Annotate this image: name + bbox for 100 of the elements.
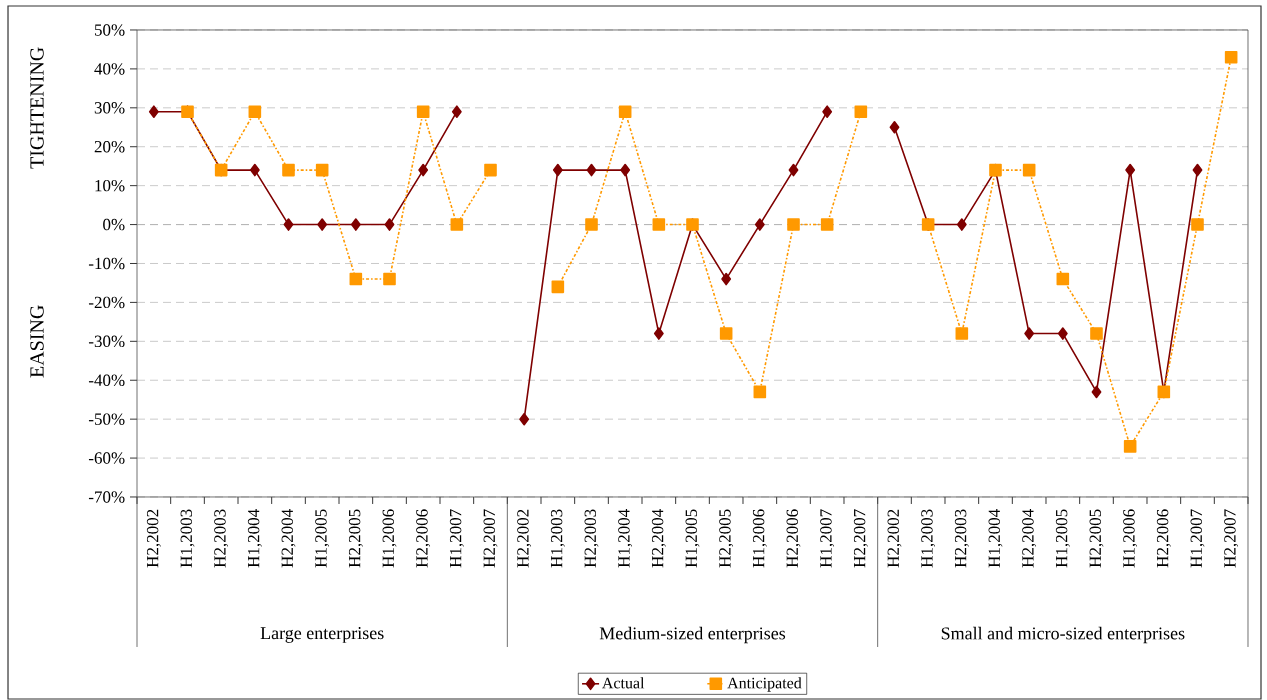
x-tick-label: H2,2002 bbox=[146, 509, 161, 568]
point bbox=[552, 163, 563, 177]
point bbox=[1125, 163, 1136, 177]
point bbox=[282, 163, 295, 177]
point bbox=[551, 280, 565, 294]
y-tick-label: 20% bbox=[94, 140, 125, 153]
y-tick-label: -70% bbox=[88, 491, 125, 503]
x-tick-label: H2,2006 bbox=[786, 509, 801, 568]
point bbox=[653, 327, 664, 340]
point bbox=[822, 105, 833, 119]
text: Medium-sized enterprises bbox=[599, 626, 786, 644]
point bbox=[484, 163, 497, 177]
point bbox=[1024, 327, 1035, 340]
text: Small and micro-sized enterprises bbox=[941, 626, 1185, 644]
x-tick-label: H2,2002 bbox=[887, 509, 902, 568]
x-tick-label: H2,2005 bbox=[1089, 509, 1104, 568]
point bbox=[283, 218, 294, 231]
x-tick-label: H1,2004 bbox=[988, 509, 1003, 568]
point bbox=[1224, 50, 1238, 64]
point bbox=[1090, 327, 1103, 340]
x-tick-label: H1,2007 bbox=[449, 509, 464, 568]
point bbox=[418, 163, 429, 177]
point bbox=[955, 327, 969, 340]
point bbox=[618, 105, 632, 119]
point bbox=[383, 272, 396, 286]
text: EASING bbox=[30, 305, 44, 378]
x-tick-label: H1,2007 bbox=[1190, 509, 1205, 568]
point bbox=[753, 385, 767, 399]
x-tick-label: H1,2006 bbox=[752, 509, 767, 568]
point bbox=[317, 218, 328, 231]
x-tick-label: H2,2002 bbox=[517, 509, 532, 568]
point bbox=[820, 218, 834, 231]
x-tick-label: H1,2003 bbox=[180, 509, 195, 568]
point bbox=[384, 218, 395, 231]
x-tick-label: H2,2003 bbox=[584, 509, 599, 568]
point bbox=[1091, 385, 1102, 399]
x-tick-label: H2,2004 bbox=[1022, 509, 1037, 568]
point bbox=[1123, 440, 1137, 453]
point bbox=[248, 105, 262, 119]
x-tick-label: H1,2005 bbox=[315, 509, 330, 568]
x-tick-label: H2,2007 bbox=[853, 509, 868, 568]
point bbox=[1191, 218, 1204, 231]
point bbox=[450, 218, 464, 231]
text: Large enterprises bbox=[260, 627, 384, 643]
point bbox=[519, 412, 530, 426]
x-tick-label: H2,2007 bbox=[483, 509, 498, 568]
y-tick-label: -40% bbox=[88, 374, 125, 386]
point bbox=[585, 218, 598, 231]
y-tick-label: -50% bbox=[88, 413, 125, 425]
legend-label: Actual bbox=[602, 677, 645, 689]
y-tick-label: -30% bbox=[88, 335, 125, 348]
y-tick-label: -60% bbox=[88, 452, 125, 464]
point bbox=[451, 105, 462, 119]
x-tick-label: H1,2005 bbox=[1055, 509, 1070, 568]
x-tick-label: H1,2004 bbox=[618, 509, 633, 568]
point bbox=[1056, 272, 1070, 286]
point bbox=[1057, 327, 1068, 340]
point bbox=[416, 105, 430, 119]
y-tick-label: 10% bbox=[95, 179, 125, 192]
y-tick-label: 50% bbox=[94, 24, 125, 36]
text: TIGHTENING bbox=[30, 47, 44, 169]
legend-label: Anticipated bbox=[727, 677, 802, 692]
x-tick-label: H1,2006 bbox=[382, 509, 397, 568]
point bbox=[315, 163, 329, 177]
point bbox=[350, 218, 361, 231]
y-tick-label: -20% bbox=[88, 296, 125, 309]
x-tick-label: H1,2003 bbox=[921, 509, 936, 568]
point bbox=[620, 163, 631, 177]
point bbox=[652, 218, 666, 231]
x-tick-label: H1,2003 bbox=[550, 509, 565, 568]
x-tick-label: H1,2006 bbox=[1123, 509, 1138, 568]
point bbox=[148, 105, 159, 119]
point bbox=[721, 272, 732, 286]
point bbox=[754, 218, 765, 231]
y-tick-label: 0% bbox=[103, 218, 125, 231]
x-tick-label: H2,2006 bbox=[1156, 509, 1171, 568]
x-tick-label: H1,2005 bbox=[685, 509, 700, 568]
x-tick-label: H1,2004 bbox=[247, 509, 262, 568]
point bbox=[956, 218, 967, 231]
point bbox=[854, 105, 868, 119]
y-tick-label: 30% bbox=[94, 102, 125, 114]
point bbox=[719, 327, 733, 340]
point bbox=[349, 272, 363, 286]
point bbox=[788, 163, 799, 177]
point bbox=[889, 120, 900, 134]
x-tick-label: H2,2005 bbox=[348, 509, 363, 568]
point bbox=[586, 163, 597, 177]
x-tick-label: H1,2007 bbox=[820, 509, 835, 568]
x-tick-label: H2,2003 bbox=[954, 509, 969, 568]
point bbox=[1022, 163, 1036, 177]
y-tick-label: 40% bbox=[94, 63, 125, 75]
x-tick-label: H2,2007 bbox=[1224, 509, 1239, 568]
y-tick-label: -10% bbox=[88, 257, 125, 270]
x-tick-label: H2,2004 bbox=[651, 509, 666, 568]
point bbox=[787, 218, 800, 231]
x-tick-label: H2,2004 bbox=[281, 509, 296, 568]
x-tick-label: H2,2003 bbox=[214, 509, 229, 568]
x-tick-label: H2,2005 bbox=[719, 509, 734, 568]
point bbox=[249, 163, 260, 177]
x-tick-label: H2,2006 bbox=[416, 509, 431, 568]
